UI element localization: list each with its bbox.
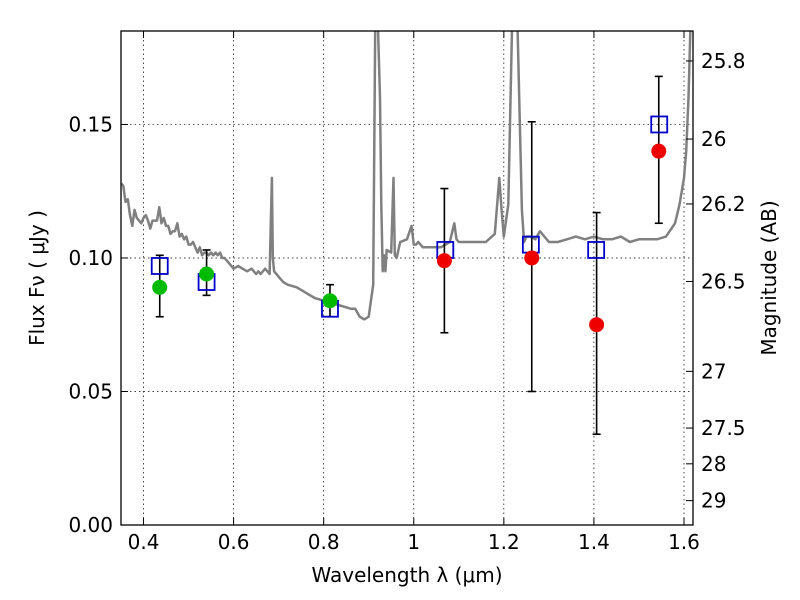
- x-tick-label: 0.4: [128, 530, 160, 554]
- x-tick-label: 0.8: [308, 530, 340, 554]
- x-tick-label: 1.6: [668, 530, 700, 554]
- y-tick-label: 0.10: [68, 246, 113, 270]
- x-axis-title: Wavelength λ (μm): [311, 563, 502, 587]
- model-photometry-point: [150, 257, 169, 275]
- x-tick-label: 1: [407, 530, 420, 554]
- observed-photometry-layer: [152, 143, 667, 333]
- y2-tick-label: 27: [701, 359, 726, 383]
- sed-model-line: [121, 31, 692, 321]
- plot-frame: [120, 30, 694, 526]
- y2-tick-label: 28: [701, 452, 726, 476]
- y2-tick-label: 26.2: [701, 192, 746, 216]
- y2-tick-label: 26.5: [701, 269, 746, 293]
- y-tick-label: 0.05: [68, 379, 113, 403]
- x-tick-label: 0.6: [218, 530, 250, 554]
- model-photometry-point: [587, 241, 606, 259]
- sed-model-layer: [121, 31, 692, 321]
- observed-photometry-point: [651, 143, 667, 159]
- y2-tick-label: 25.8: [701, 49, 746, 73]
- y-tick-label: 0.15: [68, 112, 113, 136]
- observed-photometry-point: [589, 317, 605, 333]
- y-tick-label: 0.00: [68, 513, 113, 537]
- x-tick-label: 1.4: [578, 530, 610, 554]
- plot-area: [121, 31, 693, 525]
- observed-photometry-point: [152, 279, 168, 295]
- observed-photometry-point: [322, 293, 338, 309]
- y2-tick-label: 29: [701, 489, 726, 513]
- observed-photometry-point: [436, 253, 452, 269]
- x-tick-label: 1.2: [488, 530, 520, 554]
- y2-tick-label: 26: [701, 127, 726, 151]
- model-photometry-point: [650, 115, 669, 134]
- observed-photometry-point: [524, 250, 540, 266]
- y-axis-title: Flux Fν ( μJy ): [25, 210, 49, 346]
- ticks: 0.4 0.6 0.8 1 1.2 1.4 1.6 0.00 0.05 0.10 0.15 25.8 2…: [68, 31, 746, 554]
- y2-axis-title: Magnitude (AB): [757, 200, 781, 355]
- observed-photometry-point: [199, 266, 215, 282]
- y2-tick-label: 27.5: [701, 416, 746, 440]
